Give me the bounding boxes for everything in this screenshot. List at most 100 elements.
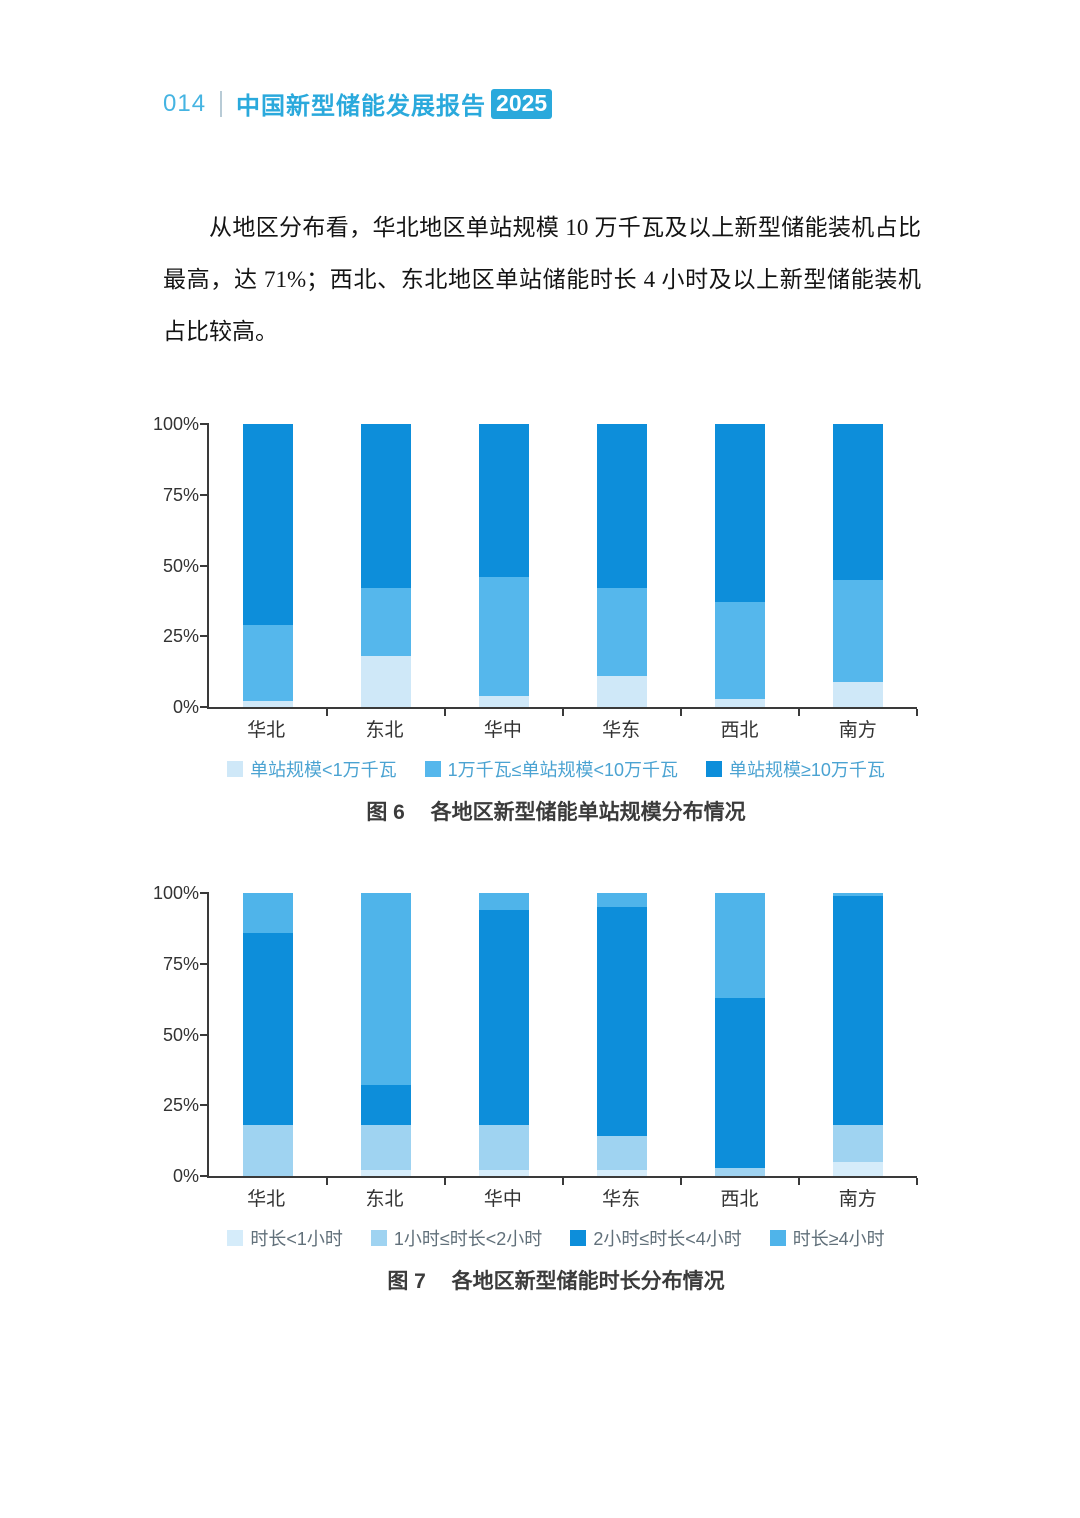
figure-7-legend: 时长<1小时 1小时≤时长<2小时 2小时≤时长<4小时 时长≥4小时	[195, 1225, 917, 1251]
legend-item: 时长≥4小时	[769, 1225, 885, 1251]
figure-6-caption: 图 6 各地区新型储能单站规模分布情况	[195, 796, 917, 826]
legend-item: 单站规模<1万千瓦	[227, 756, 397, 782]
bar-segment	[597, 588, 647, 676]
bar-column	[445, 893, 563, 1176]
x-axis-tick-mark	[443, 709, 446, 716]
legend-swatch	[370, 1230, 387, 1246]
x-axis-tick-mark	[325, 1178, 328, 1185]
bar-segment	[715, 602, 765, 699]
y-axis-tick-mark	[200, 564, 209, 567]
bar-segment	[243, 424, 293, 625]
figure-7-chart: 0% 25% 50% 75% 100% 华北 东北 华中 华东 西北 南方 时长<1小时 1小时≤时…	[153, 881, 918, 1295]
x-axis-tick-mark	[443, 1178, 446, 1185]
figure-6-caption-label: 图 6	[366, 801, 405, 824]
stacked-bar	[833, 893, 883, 1176]
stacked-bar	[361, 893, 411, 1176]
bar-column	[563, 424, 681, 707]
y-axis-tick-mark	[200, 892, 209, 894]
legend-label: 2小时≤时长<4小时	[593, 1229, 742, 1249]
bar-segment	[597, 675, 647, 707]
legend-label: 1万千瓦≤单站规模<10万千瓦	[447, 760, 679, 780]
figure-6-legend: 单站规模<1万千瓦 1万千瓦≤单站规模<10万千瓦 单站规模≥10万千瓦	[195, 756, 917, 782]
category-label: 南方	[838, 720, 877, 741]
bar-segment	[833, 681, 883, 707]
bar-segment	[361, 1085, 411, 1126]
figure-7-x-axis-labels: 华北 东北 华中 华东 西北 南方	[207, 1184, 917, 1211]
bar-segment	[833, 579, 883, 682]
bar-segment	[361, 1170, 411, 1176]
bar-segment	[479, 695, 529, 707]
legend-swatch	[706, 761, 723, 777]
bar-segment	[597, 907, 647, 1137]
legend-swatch	[227, 1230, 244, 1246]
legend-swatch	[227, 761, 244, 777]
bar-column	[209, 893, 327, 1176]
bar-segment	[833, 1125, 883, 1162]
x-axis-tick-mark	[798, 709, 800, 716]
bar-segment	[243, 1125, 293, 1176]
bar-segment	[715, 1167, 765, 1176]
bar-segment	[715, 424, 765, 603]
stacked-bar	[479, 424, 529, 707]
bar-segment	[479, 893, 529, 910]
bar-segment	[597, 893, 647, 908]
bar-segment	[361, 1125, 411, 1171]
bar-segment	[361, 893, 411, 1086]
bar-segment	[833, 424, 883, 580]
legend-item: 1万千瓦≤单站规模<10万千瓦	[424, 756, 679, 782]
bar-segment	[597, 424, 647, 589]
category-label: 华北	[247, 1189, 286, 1210]
y-axis-tick-label: 100%	[152, 414, 199, 434]
bar-column	[799, 424, 917, 707]
stacked-bar	[597, 893, 647, 1176]
page-number: 014	[163, 89, 207, 117]
figure-7-plot-area: 0% 25% 50% 75% 100%	[153, 884, 918, 1185]
x-axis-tick-mark	[916, 1178, 918, 1185]
bar-segment	[243, 932, 293, 1126]
figure-6-caption-text: 各地区新型储能单站规模分布情况	[430, 801, 746, 824]
x-axis-tick-mark	[798, 1178, 800, 1185]
stacked-bar	[833, 424, 883, 707]
bar-segment	[479, 424, 529, 577]
stacked-bar	[479, 893, 529, 1176]
figure-7-caption: 图 7 各地区新型储能时长分布情况	[195, 1265, 917, 1295]
x-axis-tick-mark	[562, 709, 564, 716]
body-paragraph: 从地区分布看，华北地区单站规模 10 万千瓦及以上新型储能装机占比最高，达 71…	[163, 215, 921, 344]
legend-swatch	[769, 1230, 786, 1246]
stacked-bar	[243, 893, 293, 1176]
bar-segment	[833, 1161, 883, 1176]
report-year-badge: 2025	[491, 88, 553, 119]
legend-label: 单站规模<1万千瓦	[250, 760, 397, 780]
y-axis-tick-label: 75%	[162, 953, 199, 974]
y-axis-tick-mark	[200, 493, 209, 496]
bar-segment	[597, 1170, 647, 1176]
category-label: 华东	[602, 1189, 641, 1210]
x-axis-tick-mark	[916, 709, 918, 716]
bar-segment	[715, 893, 765, 998]
category-label: 西北	[720, 720, 759, 741]
y-axis-tick-mark	[200, 962, 209, 965]
figure-6-plot-area: 0% 25% 50% 75% 100%	[153, 415, 918, 716]
y-axis-tick-label: 50%	[162, 1024, 199, 1045]
bar-column	[445, 424, 563, 707]
y-axis-tick-mark	[200, 706, 209, 708]
legend-label: 时长≥4小时	[792, 1229, 885, 1249]
stacked-bar	[361, 424, 411, 707]
bar-segment	[361, 656, 411, 707]
y-axis-tick-label: 100%	[152, 883, 199, 903]
y-axis-tick-mark	[200, 1104, 209, 1107]
bar-segment	[479, 910, 529, 1126]
legend-label: 时长<1小时	[250, 1229, 343, 1249]
figure-6-x-axis-labels: 华北 东北 华中 华东 西北 南方	[207, 715, 917, 742]
x-axis-tick-mark	[679, 1178, 682, 1185]
y-axis-tick-mark	[200, 1175, 209, 1177]
bar-segment	[243, 701, 293, 707]
category-label: 华中	[483, 1189, 522, 1210]
bar-column	[327, 893, 445, 1176]
figure-7-caption-label: 图 7	[387, 1270, 426, 1293]
bar-column	[799, 893, 917, 1176]
category-label: 西北	[720, 1189, 759, 1210]
bar-segment	[479, 1125, 529, 1171]
category-label: 南方	[838, 1189, 877, 1210]
